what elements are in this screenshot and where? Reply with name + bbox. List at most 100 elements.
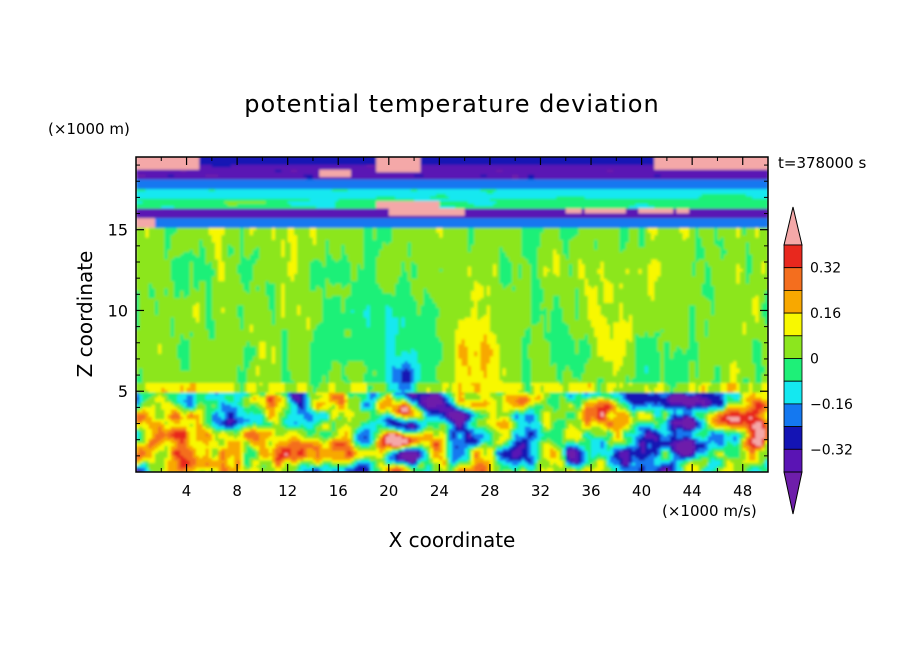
heatmap-cell — [521, 355, 529, 359]
heatmap-cell — [613, 421, 630, 425]
heatmap-cell — [429, 440, 434, 444]
heatmap-cell — [486, 304, 491, 308]
heatmap-cell — [610, 326, 614, 330]
heatmap-cell — [730, 377, 737, 381]
heatmap-cell — [423, 299, 434, 303]
heatmap-cell — [676, 346, 681, 350]
heatmap-cell — [218, 469, 222, 472]
heatmap-cell — [338, 404, 346, 408]
heatmap-cell — [619, 452, 630, 456]
heatmap-cell — [319, 384, 330, 388]
heatmap-cell — [401, 455, 418, 459]
heatmap-cell — [319, 382, 330, 386]
heatmap-cell — [281, 462, 286, 466]
heatmap-cell — [227, 440, 241, 444]
heatmap-cell — [587, 336, 598, 340]
heatmap-cell — [139, 290, 150, 294]
heatmap-cell — [603, 297, 614, 301]
heatmap-cell — [619, 384, 624, 388]
heatmap-cell — [376, 428, 380, 432]
heatmap-cell — [578, 413, 583, 417]
heatmap-cell — [764, 435, 768, 439]
heatmap-cell — [442, 442, 447, 446]
heatmap-cell — [388, 452, 393, 456]
heatmap-cell — [297, 406, 301, 410]
heatmap-cell — [303, 401, 308, 405]
heatmap-cell — [170, 411, 175, 415]
heatmap-cell — [385, 343, 396, 347]
heatmap-cell — [205, 316, 213, 320]
heatmap-cell — [565, 423, 570, 427]
heatmap-cell — [145, 409, 156, 413]
heatmap-cell — [328, 445, 333, 449]
heatmap-cell — [622, 307, 690, 311]
heatmap-cell — [139, 447, 143, 451]
heatmap-cell — [196, 435, 213, 439]
heatmap-cell — [240, 321, 245, 325]
heatmap-cell — [701, 384, 706, 388]
heatmap-cell — [275, 316, 308, 320]
heatmap-cell — [448, 382, 453, 386]
heatmap-cell — [695, 319, 706, 323]
heatmap-cell — [613, 362, 624, 366]
heatmap-cell — [452, 457, 459, 461]
heatmap-cell — [363, 423, 377, 427]
heatmap-cell — [540, 399, 548, 403]
heatmap-cell — [136, 399, 140, 403]
heatmap-cell — [726, 387, 737, 391]
heatmap-cell — [575, 346, 579, 350]
heatmap-cell — [698, 469, 703, 472]
heatmap-cell — [312, 406, 317, 410]
heatmap-cell — [692, 442, 696, 446]
heatmap-cell — [663, 360, 690, 364]
heatmap-cell — [139, 450, 147, 454]
heatmap-cell — [265, 346, 273, 350]
heatmap-cell — [221, 309, 226, 313]
heatmap-cell — [594, 433, 608, 437]
heatmap-cell — [344, 367, 368, 371]
heatmap-cell — [271, 319, 276, 323]
heatmap-cell — [676, 409, 684, 413]
heatmap-cell — [297, 450, 305, 454]
heatmap-cell — [644, 401, 655, 405]
heatmap-cell — [376, 462, 380, 466]
heatmap-cell — [385, 459, 396, 463]
heatmap-cell — [584, 467, 592, 471]
heatmap-cell — [502, 462, 513, 466]
heatmap-cell — [414, 421, 418, 425]
heatmap-cell — [559, 464, 564, 468]
heatmap-cell — [689, 382, 696, 386]
heatmap-cell — [711, 423, 715, 427]
heatmap-cell — [695, 423, 700, 427]
heatmap-cell — [581, 425, 592, 429]
heatmap-cell — [385, 438, 409, 442]
heatmap-cell — [407, 367, 415, 371]
heatmap-cell — [565, 399, 583, 403]
heatmap-cell — [543, 331, 570, 335]
heatmap-cell — [192, 307, 200, 311]
heatmap-cell — [136, 348, 159, 352]
heatmap-cell — [136, 360, 181, 364]
heatmap-cell — [240, 428, 245, 432]
heatmap-cell — [540, 440, 554, 444]
heatmap-cell — [625, 338, 630, 342]
heatmap-cell — [676, 462, 681, 466]
heatmap-cell — [344, 333, 352, 337]
heatmap-cell — [309, 462, 317, 466]
heatmap-cell — [670, 389, 674, 393]
heatmap-cell — [534, 396, 542, 400]
heatmap-cell — [445, 438, 450, 442]
heatmap-cell — [297, 382, 308, 386]
heatmap-cell — [420, 362, 440, 366]
heatmap-cell — [584, 455, 589, 459]
heatmap-cell — [369, 445, 377, 449]
heatmap-cell — [458, 392, 466, 396]
heatmap-cell — [749, 445, 753, 449]
heatmap-cell — [635, 435, 643, 439]
heatmap-cell — [455, 379, 504, 383]
heatmap-cell — [395, 457, 399, 461]
heatmap-cell — [167, 462, 178, 466]
heatmap-cell — [439, 442, 444, 446]
heatmap-cell — [578, 457, 583, 461]
heatmap-cell — [758, 316, 766, 320]
